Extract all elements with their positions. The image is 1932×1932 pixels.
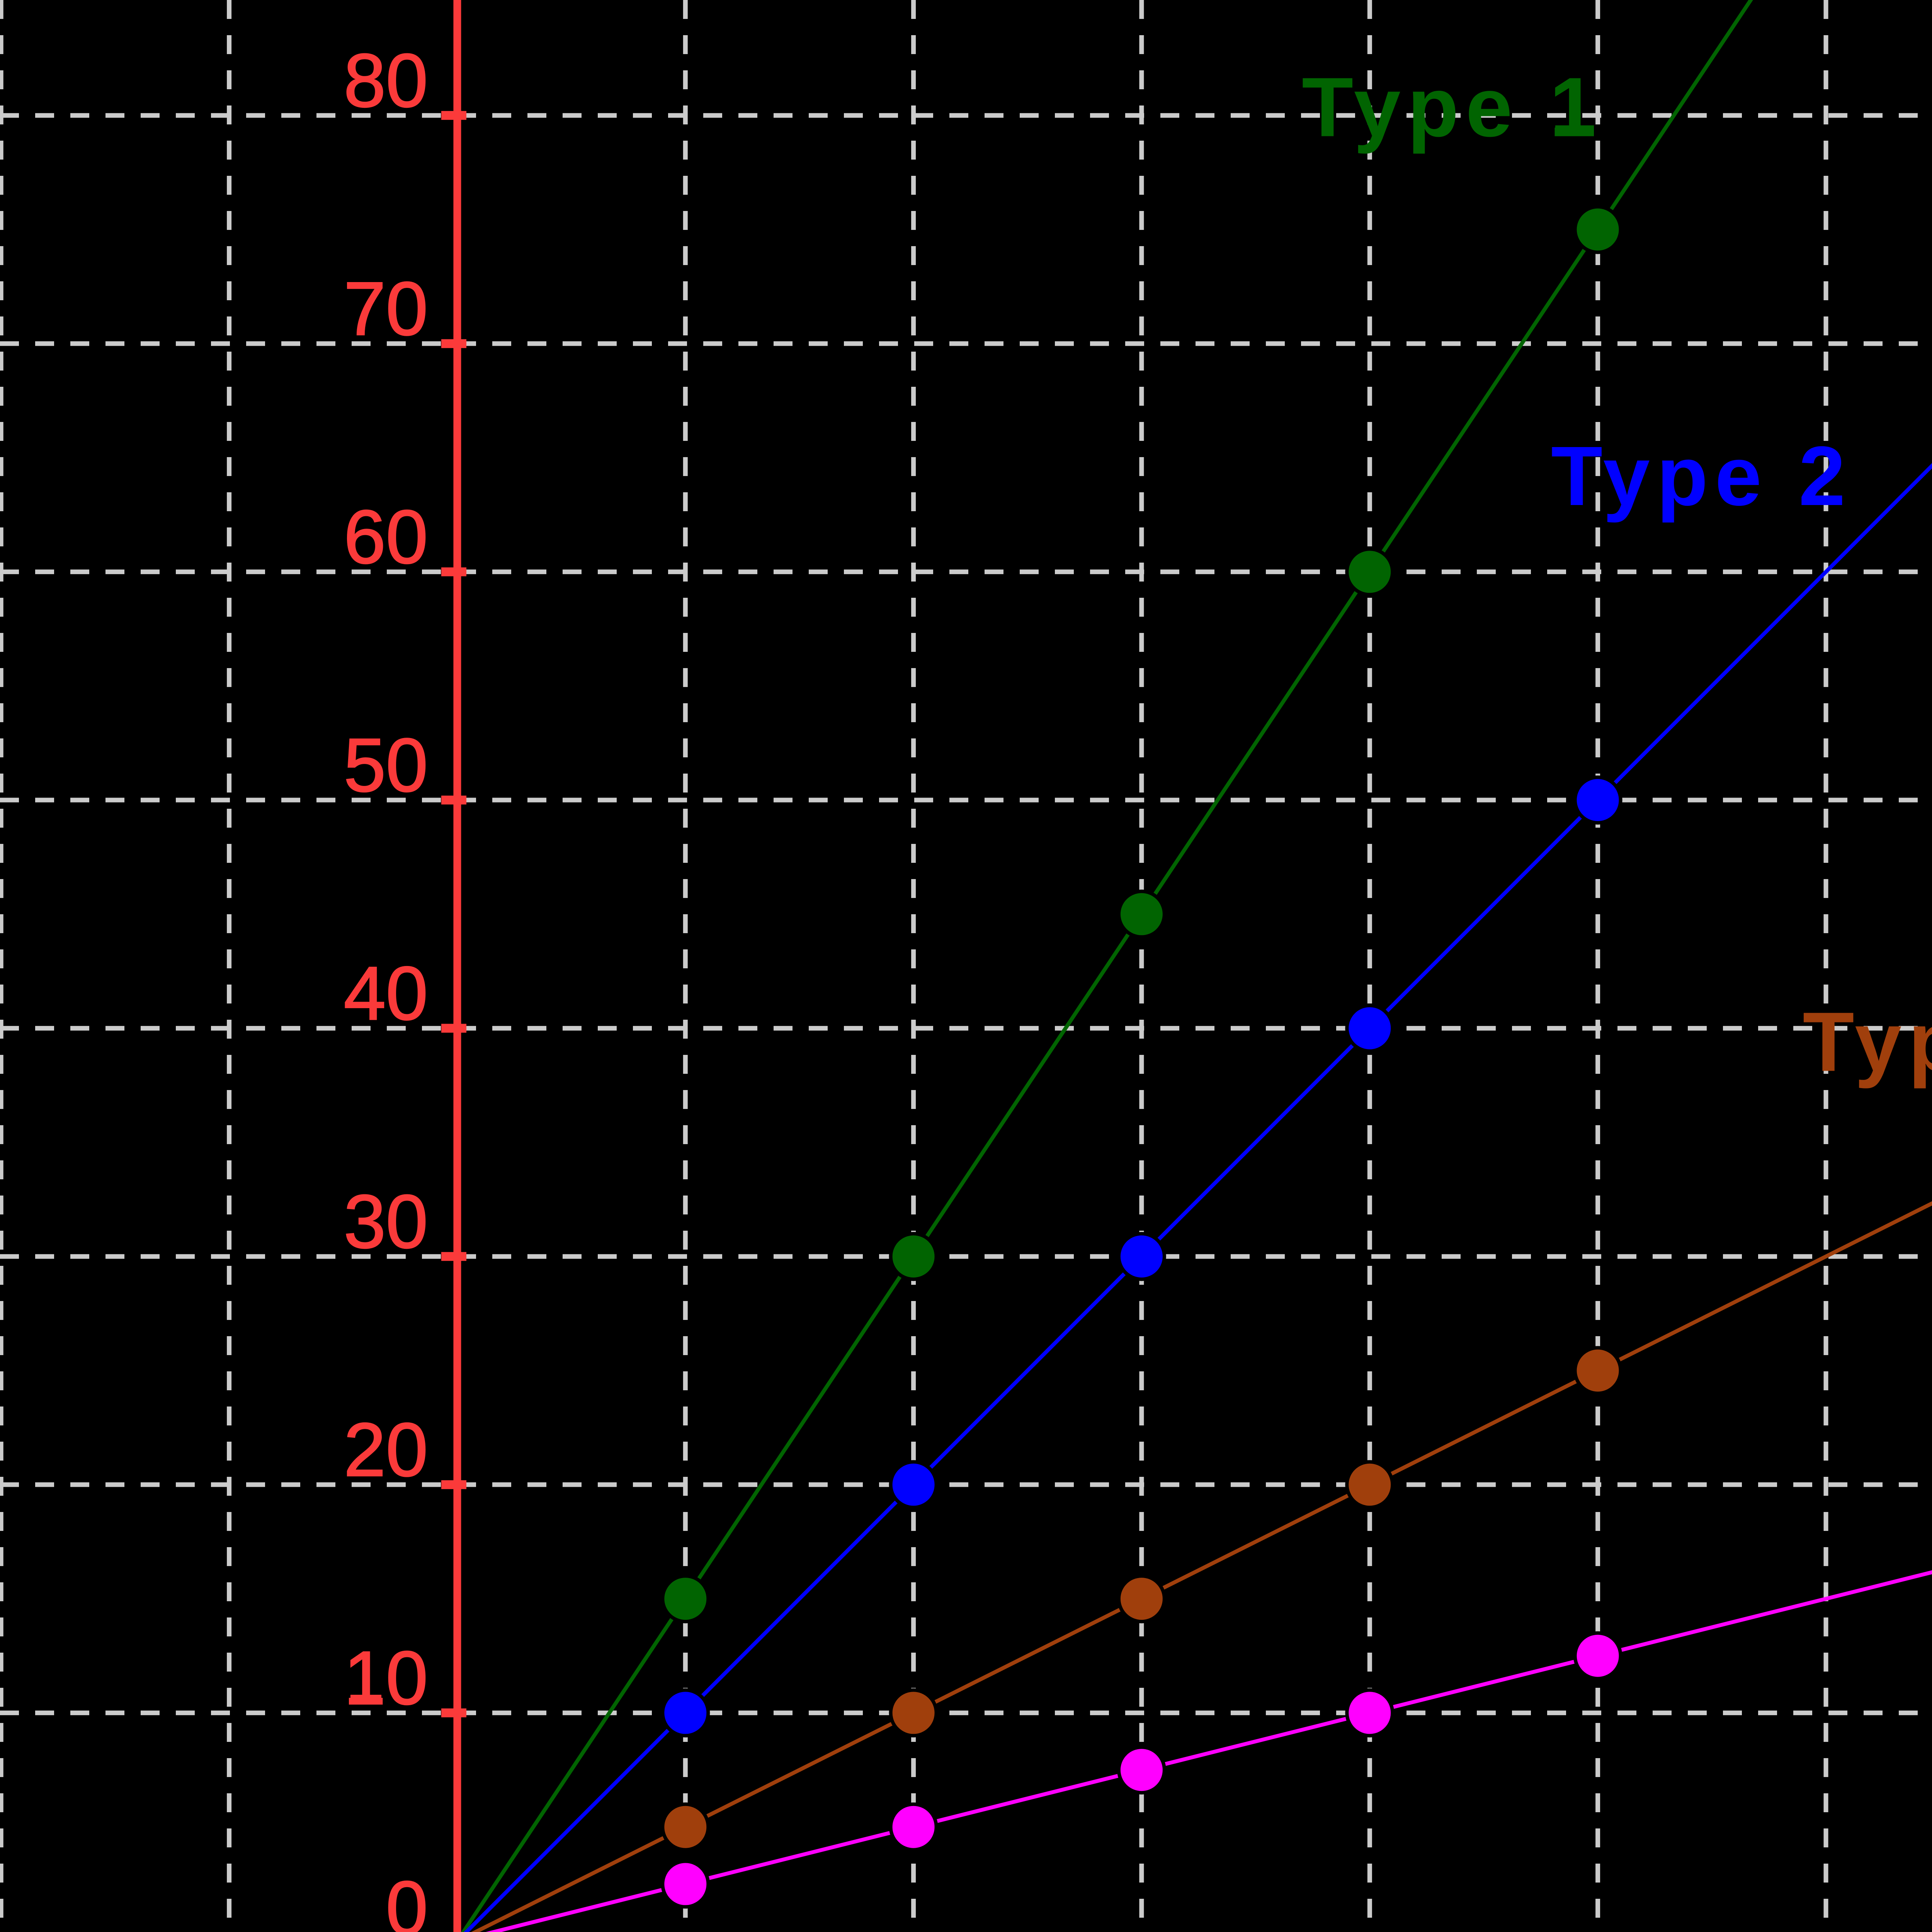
svg-text:30: 30 <box>344 1179 428 1264</box>
svg-text:10: 10 <box>344 1636 428 1720</box>
svg-text:Type 1: Type 1 <box>1302 60 1603 154</box>
svg-text:Type 2: Type 2 <box>1551 429 1852 523</box>
svg-text:60: 60 <box>344 495 428 579</box>
svg-text:40: 40 <box>344 951 428 1036</box>
svg-text:70: 70 <box>344 266 428 351</box>
svg-text:0: 0 <box>386 1866 428 1932</box>
svg-text:Type 3: Type 3 <box>1803 995 1932 1089</box>
svg-text:20: 20 <box>344 1407 428 1492</box>
svg-text:50: 50 <box>344 723 428 808</box>
svg-text:80: 80 <box>344 38 428 123</box>
